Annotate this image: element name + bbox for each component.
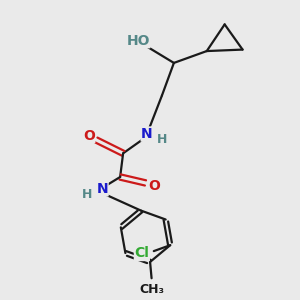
Text: Cl: Cl (134, 247, 149, 260)
Text: CH₃: CH₃ (139, 283, 164, 296)
Text: O: O (148, 179, 160, 194)
Text: N: N (96, 182, 108, 196)
Text: HO: HO (126, 34, 150, 48)
Text: O: O (83, 128, 95, 142)
Text: H: H (157, 134, 167, 146)
Text: H: H (82, 188, 92, 201)
Text: N: N (141, 127, 153, 141)
